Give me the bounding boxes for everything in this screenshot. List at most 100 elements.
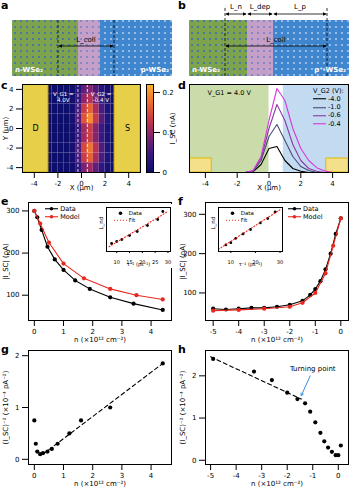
svg-text:τ⁻¹ (ps⁻¹): τ⁻¹ (ps⁻¹) [239,261,263,268]
html-text:e: e [1,195,9,208]
svg-text:|I_SC| (pA): |I_SC| (pA) [179,243,187,280]
svg-text:100: 100 [6,291,19,299]
html-text:b: b [178,0,186,12]
svg-text:L_p: L_p [294,3,306,11]
svg-text:L_n: L_n [230,3,242,11]
svg-text:10: 10 [228,259,234,265]
svg-text:Turning point: Turning point [289,365,336,373]
html-text:Data: Data [60,205,76,213]
svg-text:1: 1 [61,328,65,336]
svg-text:-4: -4 [7,164,15,172]
svg-text:-1: -1 [309,472,316,480]
svg-text:0: 0 [15,456,19,464]
svg-text:25: 25 [152,259,158,265]
html-text:-1.0: -1.0 [328,103,341,112]
svg-text:L_dep: L_dep [250,3,271,11]
svg-text:τ⁻¹ (ps⁻¹): τ⁻¹ (ps⁻¹) [127,261,151,268]
svg-text:1: 1 [15,404,19,412]
svg-text:0: 0 [336,472,340,480]
svg-text:100: 100 [183,289,196,297]
html-text:Fit: Fit [128,216,136,223]
svg-text:300: 300 [183,211,196,219]
svg-text:-2: -2 [54,180,61,188]
html-text:d: d [178,79,186,92]
svg-text:30: 30 [277,259,283,265]
svg-text:L_coll: L_coll [266,36,285,44]
svg-text:V_G1 =4.0V: V_G1 =4.0V [53,91,74,103]
svg-text:X (µm): X (µm) [70,184,94,192]
html-text:Model: Model [60,213,80,222]
svg-text:2: 2 [15,352,19,360]
svg-text:2: 2 [192,372,196,380]
svg-text:0: 0 [192,457,196,465]
html-text:Data: Data [302,205,319,213]
svg-text:S: S [125,124,130,133]
html-text:-0.6: -0.6 [328,111,341,120]
svg-text:(I_SC)⁻² (×10⁻⁴ pA⁻²): (I_SC)⁻² (×10⁻⁴ pA⁻²) [179,370,187,444]
svg-text:200: 200 [6,249,20,258]
svg-text:4: 4 [149,328,154,336]
svg-text:n (×10¹² cm⁻²): n (×10¹² cm⁻²) [251,336,303,344]
html-text:-4.0: -4.0 [328,95,341,104]
html-text:c: c [1,79,8,92]
svg-text:10: 10 [114,259,120,265]
svg-text:4: 4 [9,86,14,94]
svg-text:L_nd: L_nd [98,217,105,230]
svg-text:-1: -1 [312,328,319,336]
svg-text:-4: -4 [31,180,39,188]
svg-text:1: 1 [61,472,65,480]
svg-text:2: 2 [103,180,107,188]
html-text:Fit: Fit [240,216,248,223]
svg-text:V_G2 =-0.4 V: V_G2 =-0.4 V [91,91,112,103]
svg-text:-2: -2 [283,472,291,481]
svg-text:4: 4 [330,180,335,188]
svg-text:-5: -5 [207,472,214,480]
html-text:h: h [178,343,186,356]
svg-text:-5: -5 [210,328,217,336]
svg-text:|I_SC| (pA): |I_SC| (pA) [2,243,10,280]
svg-text:n (×10¹² cm⁻²): n (×10¹² cm⁻²) [74,336,126,344]
svg-text:-2: -2 [234,180,241,188]
svg-text:-2: -2 [286,328,294,337]
svg-text:V_G1 = 4.0 V: V_G1 = 4.0 V [208,89,252,97]
svg-text:0.2: 0.2 [163,89,174,97]
svg-text:200: 200 [183,249,197,258]
svg-text:-3: -3 [258,472,266,481]
svg-text:2: 2 [9,105,13,113]
svg-text:3: 3 [119,328,125,337]
svg-text:I_SC (nA): I_SC (nA) [169,112,177,144]
svg-text:30: 30 [165,259,171,265]
svg-text:-4: -4 [235,328,243,336]
html-text:Data: Data [128,210,142,216]
svg-text:p-WSe₂: p-WSe₂ [141,66,169,74]
svg-text:n (×10¹² cm⁻²): n (×10¹² cm⁻²) [251,480,303,488]
svg-text:0: 0 [339,328,343,336]
html-text:g: g [1,343,9,356]
svg-text:n (×10¹² cm⁻²): n (×10¹² cm⁻²) [74,480,126,488]
svg-text:300: 300 [6,207,19,215]
svg-text:n-WSe₂: n-WSe₂ [15,66,43,74]
svg-text:n-WSe₂: n-WSe₂ [192,66,220,74]
svg-text:L_coll: L_coll [76,36,95,44]
svg-text:4: 4 [126,180,131,188]
svg-text:2: 2 [299,180,303,188]
svg-text:0: 0 [32,472,36,480]
svg-text:-3: -3 [260,328,268,337]
html-text:a: a [1,0,9,12]
html-text:-0.4: -0.4 [328,119,341,128]
svg-text:L_nd: L_nd [210,217,217,230]
svg-text:Y (µm): Y (µm) [2,117,10,142]
svg-text:0: 0 [32,328,36,336]
svg-text:-4: -4 [233,472,241,480]
html-text:V_G2 (V):: V_G2 (V): [313,87,344,95]
svg-text:(I_SC)⁻² (×10⁻⁴ pA⁻²): (I_SC)⁻² (×10⁻⁴ pA⁻²) [2,370,10,444]
html-text:Model: Model [302,213,323,222]
svg-text:0: 0 [163,169,167,177]
svg-text:-2: -2 [7,144,14,152]
svg-text:1: 1 [192,414,196,422]
svg-text:-4: -4 [202,180,210,188]
svg-text:D: D [32,124,38,133]
svg-text:4: 4 [149,472,154,480]
svg-text:p⁺-WSe₂: p⁺-WSe₂ [314,66,346,74]
svg-text:X (µm): X (µm) [257,184,281,192]
